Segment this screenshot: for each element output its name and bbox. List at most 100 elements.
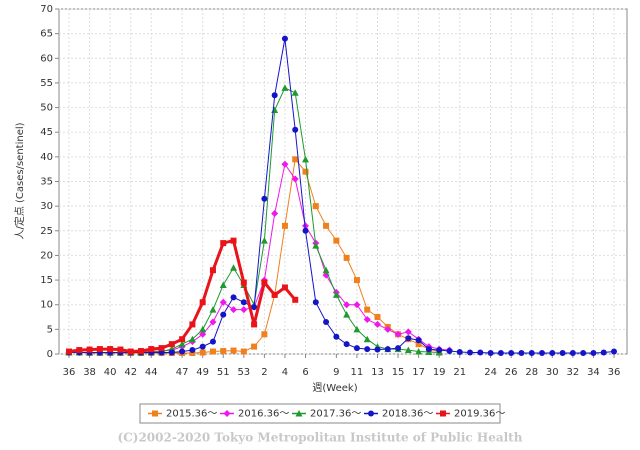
data-point [271, 92, 278, 99]
data-point [364, 346, 371, 353]
x-tick-label: 15 [392, 367, 405, 378]
data-point [209, 348, 216, 355]
x-tick-label: 36 [608, 367, 621, 378]
data-point [240, 299, 247, 306]
data-point [291, 89, 299, 96]
data-point [539, 350, 546, 357]
data-point [230, 347, 237, 354]
data-point [436, 347, 443, 354]
y-tick-label: 65 [40, 29, 53, 40]
data-point [363, 335, 371, 343]
data-point [271, 291, 278, 298]
data-point [271, 210, 279, 218]
x-tick-label: 24 [484, 367, 497, 378]
x-tick-label: 28 [525, 367, 538, 378]
data-point [343, 311, 351, 318]
data-point [220, 240, 227, 247]
data-point [148, 346, 155, 353]
legend-label: 2015.36～ [166, 409, 217, 420]
data-point [333, 333, 340, 340]
y-tick-label: 35 [40, 177, 53, 188]
data-point [199, 330, 207, 338]
data-point [590, 350, 597, 357]
data-point [281, 284, 288, 291]
data-point [322, 266, 330, 274]
data-point [260, 237, 268, 244]
x-tick-label: 49 [196, 367, 209, 378]
y-tick-label: 0 [47, 349, 53, 360]
data-point [518, 350, 525, 357]
data-point [199, 299, 206, 306]
data-point [611, 348, 617, 355]
x-tick-label: 53 [237, 367, 250, 378]
data-point [559, 350, 566, 357]
data-point [497, 350, 504, 357]
data-point [76, 347, 83, 354]
x-tick-label: 34 [587, 367, 600, 378]
data-point [404, 346, 412, 354]
x-tick-label: 9 [333, 367, 339, 378]
data-point [209, 306, 217, 313]
x-tick-label: 30 [546, 367, 559, 378]
x-tick-label: 19 [433, 367, 446, 378]
footer: (C)2002-2020 Tokyo Metropolitan Institut… [118, 431, 523, 445]
x-tick-label: 40 [104, 367, 117, 378]
x-tick-label: 38 [83, 367, 96, 378]
x-tick-label: 51 [217, 367, 230, 378]
data-point [446, 348, 453, 355]
data-point [209, 267, 216, 274]
data-point [384, 346, 391, 353]
data-point [219, 298, 227, 306]
data-point [302, 155, 310, 163]
data-point [394, 330, 402, 338]
data-point [343, 254, 350, 261]
data-point [127, 348, 134, 355]
data-point [374, 314, 381, 321]
data-point [323, 222, 330, 229]
data-point [230, 264, 238, 271]
data-point [281, 35, 288, 42]
data-point [415, 337, 422, 344]
data-point [281, 84, 289, 91]
data-point [312, 299, 319, 306]
data-point [549, 350, 556, 357]
data-point [199, 343, 206, 350]
data-point [487, 350, 494, 357]
data-point [220, 348, 227, 355]
data-point [188, 335, 196, 343]
data-point [209, 318, 217, 326]
data-point [374, 346, 381, 353]
y-tick-label: 40 [40, 152, 53, 163]
data-point [373, 320, 381, 328]
legend-marker [368, 410, 374, 417]
data-point [219, 281, 227, 288]
data-point [209, 338, 216, 345]
data-point [292, 156, 299, 163]
x-tick-label: 2 [261, 367, 267, 378]
data-point [353, 301, 361, 309]
data-point [261, 331, 268, 338]
data-point [251, 343, 258, 350]
data-point [240, 306, 248, 314]
data-point [240, 348, 247, 355]
y-axis-label: 人/定点 (Cases/sentinel) [13, 122, 26, 239]
data-point [302, 168, 309, 175]
data-point [220, 311, 227, 318]
legend-marker [440, 410, 446, 417]
data-point [343, 301, 351, 309]
y-tick-label: 70 [40, 4, 53, 15]
x-tick-label: 32 [567, 367, 580, 378]
data-point [137, 348, 144, 355]
x-tick-label: 11 [351, 367, 364, 378]
legend-label: 2018.36～ [382, 409, 433, 420]
data-point [395, 345, 402, 352]
x-tick-label: 36 [63, 367, 76, 378]
y-tick-label: 30 [40, 201, 53, 212]
legend-marker [223, 410, 231, 417]
data-point [168, 341, 175, 348]
data-point [281, 160, 289, 168]
data-point [96, 346, 103, 353]
data-point [189, 347, 196, 354]
data-point [158, 345, 165, 352]
x-tick-label: 44 [145, 367, 158, 378]
